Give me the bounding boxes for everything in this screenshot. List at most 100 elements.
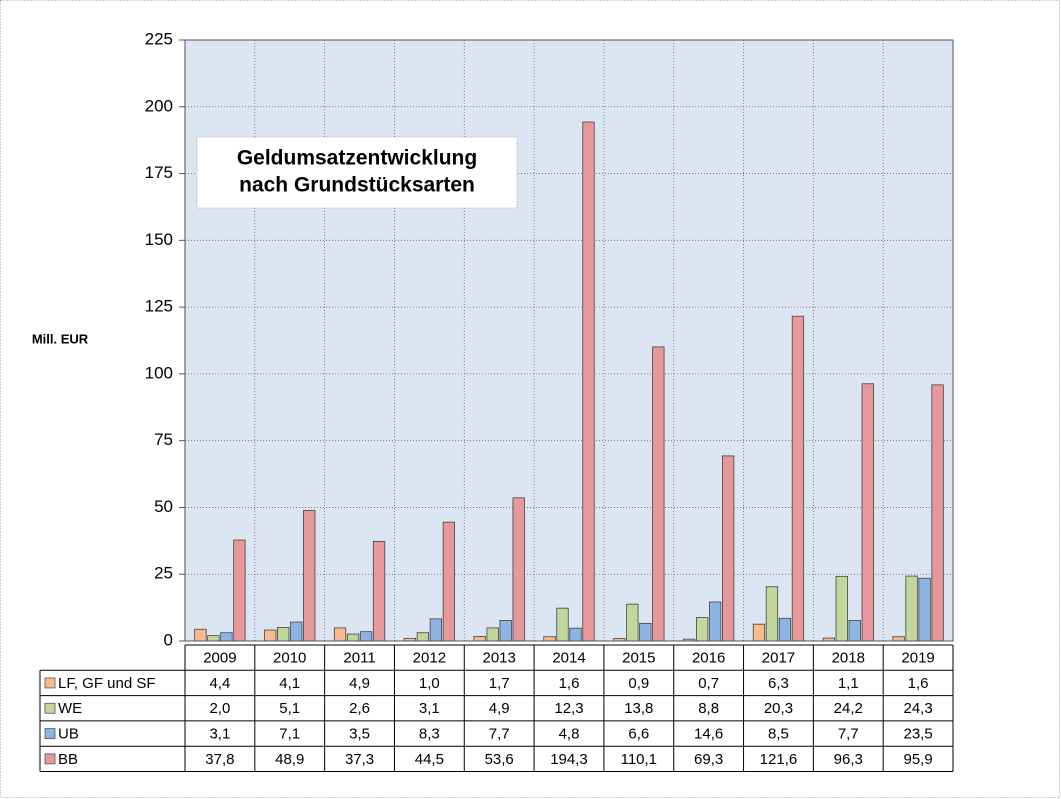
bar [582,121,595,642]
y-tick-label: 150 [145,230,173,249]
bar [346,633,360,642]
bar [765,586,779,642]
y-tick-label: 75 [154,430,173,449]
plot-area [185,40,953,641]
table-cell: 24,3 [903,700,932,717]
x-tick-label: 2013 [482,650,515,667]
chart-title: nach Grundstücksarten [239,174,475,197]
bar [905,575,918,642]
data-table: 2009 4,4 2,0 3,1 37,8 2010 4,1 5,1 7,1 48,9 2011 4,… [39,644,954,772]
y-tick-label: 125 [145,297,173,316]
bar [194,628,207,642]
y-tick-label: 100 [145,363,173,382]
bar [791,315,805,642]
table-cell: 69,3 [694,751,723,768]
table-cell: 20,3 [764,700,793,717]
bar [264,629,277,642]
bar [556,607,569,642]
table-cell: 4,9 [489,700,510,717]
table-cell: 5,1 [279,700,300,717]
bar [442,521,456,642]
table-cell: 8,3 [419,726,440,743]
y-tick-label: 175 [145,163,173,182]
table-cell: 121,6 [760,751,798,768]
table-cell: 95,9 [903,751,932,768]
bar [499,620,512,642]
x-tick-label: 2017 [762,650,795,667]
table-cell: 6,3 [768,675,789,692]
table-cell: 0,7 [698,675,719,692]
plot-border [184,39,954,642]
table-cell: 110,1 [621,751,657,768]
bar [931,384,944,642]
legend-swatch [44,753,56,765]
bar [359,631,373,642]
bar [207,635,220,642]
bar [233,539,246,642]
table-cell: 7,7 [489,726,510,743]
x-tick-label: 2018 [832,650,865,667]
bar [861,383,874,642]
table-cell: 23,5 [903,726,932,743]
table-cell: 37,8 [205,751,234,768]
bar [512,497,525,642]
table-cell: 1,0 [419,675,440,692]
x-tick-label: 2019 [901,650,934,667]
table-cell: 3,1 [419,700,440,717]
bar [220,632,233,642]
table-cell: 1,7 [489,675,510,692]
legend-label: BB [58,751,78,768]
table-cell: 8,8 [698,700,719,717]
legend-swatch [44,728,56,739]
table-cell: 4,9 [349,675,370,692]
bar [626,603,639,642]
bar [708,601,722,642]
table-cell: 7,1 [279,726,300,743]
bar [333,627,347,642]
bar [372,540,386,642]
bar [835,575,848,642]
bar [543,636,556,642]
x-tick-label: 2011 [343,650,375,667]
bar [892,636,905,642]
bar [721,455,735,642]
y-axis-label: Mill. EUR [32,331,89,346]
legend-swatch [44,677,56,689]
table-cell: 4,8 [559,726,580,743]
x-tick-label: 2012 [413,650,446,667]
bar [303,509,316,642]
table-cell: 53,6 [485,751,514,768]
bar [752,623,766,642]
bar [486,627,499,642]
table-cell: 96,3 [834,751,863,768]
y-tick-label: 225 [145,29,173,48]
table-cell: 6,6 [628,726,649,743]
bar [695,617,709,642]
bar [290,621,303,642]
chart-title: Geldumsatzentwicklung [237,147,477,170]
table-cell: 3,1 [209,726,230,743]
legend-label: UB [58,726,79,743]
table-cell: 1,1 [838,675,859,692]
table-cell: 194,3 [550,751,588,768]
grid [185,40,953,641]
bar [778,617,792,642]
y-tick-label: 200 [145,96,173,115]
table-cell: 37,3 [345,751,374,768]
x-tick-label: 2015 [622,650,655,667]
x-tick-label: 2010 [273,650,306,667]
bar [569,627,582,642]
table-cell: 2,6 [349,700,370,717]
y-tick-label: 25 [154,564,173,583]
bar [429,618,443,642]
legend-label: LF, GF und SF [58,675,156,692]
title-box [196,136,518,209]
x-tick-label: 2016 [692,650,725,667]
legend-label: WE [58,700,82,717]
table-cell: 0,9 [628,675,649,692]
bar [473,636,486,642]
table-cell: 8,5 [768,726,789,743]
table-cell: 3,5 [349,726,370,743]
